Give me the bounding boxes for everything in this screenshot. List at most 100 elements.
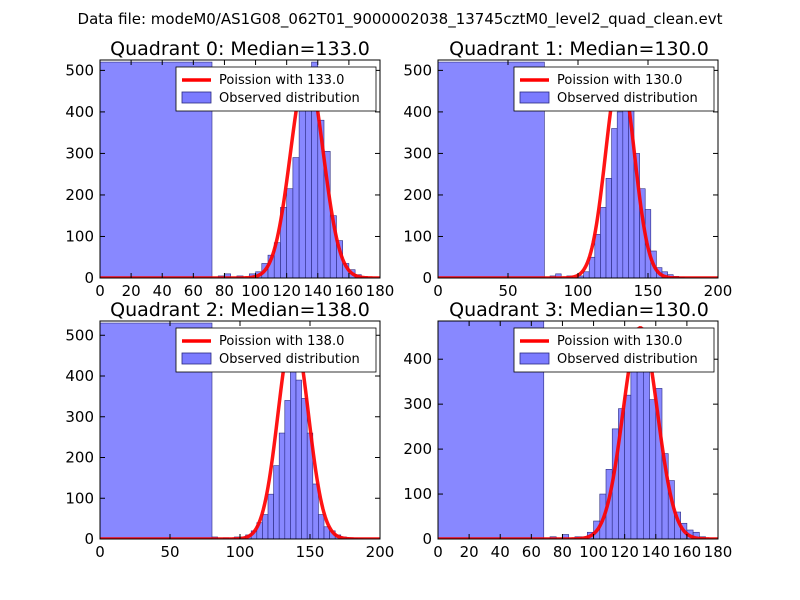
quadrant-2-y-tick-label: 500: [65, 326, 94, 344]
quadrant-3-y-tick-label: 100: [403, 485, 432, 503]
quadrant-2-y-tick-label: 100: [65, 489, 94, 507]
legend-bars-label: Observed distribution: [219, 91, 360, 106]
quadrant-2-bar: [273, 465, 280, 539]
quadrant-0-x-tick-label: 140: [303, 282, 332, 300]
quadrant-2-bar: [301, 398, 308, 539]
legend-box: [513, 327, 715, 373]
legend-box: [175, 327, 377, 373]
quadrant-3-x-tick-label: 20: [460, 543, 479, 561]
quadrant-1-x-tick-label: 100: [564, 282, 593, 300]
quadrant-1-bar: [583, 271, 590, 278]
quadrant-3-x-tick-label: 60: [522, 543, 541, 561]
quadrant-3-y-tick-label: 400: [403, 350, 432, 368]
quadrant-0-x-tick-label: 120: [272, 282, 301, 300]
quadrant-2-bar: [267, 493, 274, 539]
quadrant-3-x-tick-label: 120: [610, 543, 639, 561]
quadrant-0-title: Quadrant 0: Median=133.0: [110, 38, 370, 60]
quadrant-1-x-tick-label: 150: [634, 282, 663, 300]
quadrant-1-y-tick-label: 400: [403, 103, 432, 121]
quadrant-2-y-tick-label: 0: [84, 530, 94, 548]
quadrant-0-axes-frame: [99, 59, 381, 279]
legend-curve-label: Poission with 133.0: [219, 73, 344, 88]
quadrant-3-title: Quadrant 3: Median=130.0: [449, 299, 709, 321]
quadrant-3-y-tick-label: 300: [403, 395, 432, 413]
quadrant-2-x-tick-label: 0: [95, 543, 105, 561]
quadrant-2-y-tick-label: 200: [65, 449, 94, 467]
quadrant-2-panel: Quadrant 2: Median=138.0 0 50 100 150 200 0 10…: [65, 299, 394, 561]
legend-bars-swatch: [519, 352, 550, 365]
quadrant-3-legend: Poission with 130.0 Observed distribution: [513, 327, 715, 373]
quadrant-2-title: Quadrant 2: Median=138.0: [110, 299, 370, 321]
quadrant-3-x-tick-label: 100: [579, 543, 608, 561]
quadrant-0-y-tick-label: 300: [65, 144, 94, 162]
quadrant-0-legend: Poission with 133.0 Observed distribution: [175, 66, 377, 112]
quadrant-1-x-tick-label: 200: [704, 282, 733, 300]
quadrant-3-y-tick-label: 200: [403, 440, 432, 458]
quadrant-0-bar: [323, 151, 331, 278]
quadrant-0-x-tick-label: 80: [215, 282, 234, 300]
quadrant-3-x-tick-label: 0: [433, 543, 443, 561]
quadrant-3-x-tick-label: 140: [641, 543, 670, 561]
quadrant-2-bar: [290, 347, 297, 539]
quadrant-1-title: Quadrant 1: Median=130.0: [449, 38, 709, 60]
quadrant-0-y-tick-label: 200: [65, 186, 94, 204]
quadrant-0-y-tick-label: 100: [65, 227, 94, 245]
quadrant-3-x-tick-label: 160: [673, 543, 702, 561]
quadrant-3-axes-frame: [437, 320, 719, 540]
quadrant-3-bar: [649, 399, 657, 539]
quadrant-0-y-tick-label: 400: [65, 103, 94, 121]
legend-bars-label: Observed distribution: [557, 352, 698, 367]
legend-box: [175, 66, 377, 112]
quadrant-1-y-tick-label: 100: [403, 227, 432, 245]
quadrant-2-bar: [312, 483, 319, 539]
quadrant-1-bar: [605, 178, 612, 278]
quadrant-3-bar: [630, 361, 638, 539]
quadrant-1-bar: [622, 103, 629, 278]
quadrant-0-x-tick-label: 40: [153, 282, 172, 300]
quadrant-2-x-tick-label: 100: [226, 543, 255, 561]
legend-bars-swatch: [181, 352, 212, 365]
legend-bars-swatch: [519, 91, 550, 104]
quadrant-3-bar: [643, 345, 650, 539]
quadrant-0-x-tick-label: 60: [184, 282, 203, 300]
quadrant-0-x-tick-label: 20: [122, 282, 141, 300]
quadrant-0-panel: Quadrant 0: Median=133.0 0 20 40 60 80 100 120…: [65, 38, 394, 300]
legend-bars-swatch: [181, 91, 212, 104]
quadrant-2-bar: [318, 514, 325, 539]
quadrant-1-y-tick-label: 500: [403, 61, 432, 79]
quadrant-2-bar: [278, 432, 286, 539]
quadrant-1-bar: [600, 207, 607, 278]
quadrant-1-bar: [611, 128, 618, 278]
quadrant-3-x-tick-label: 180: [704, 543, 733, 561]
quadrant-1-y-tick-label: 200: [403, 186, 432, 204]
quadrant-0-x-tick-label: 180: [366, 282, 395, 300]
quadrant-2-y-tick-label: 400: [65, 367, 94, 385]
legend-bars-label: Observed distribution: [557, 91, 698, 106]
quadrant-3-x-tick-label: 80: [553, 543, 572, 561]
legend-curve-label: Poission with 130.0: [557, 334, 682, 349]
quadrant-0-bar: [298, 109, 306, 278]
legend-curve-label: Poission with 130.0: [557, 73, 682, 88]
legend-box: [513, 66, 715, 112]
quadrant-3-y-tick-label: 0: [422, 530, 432, 548]
quadrant-1-x-tick-label: 50: [498, 282, 517, 300]
quadrant-0-x-tick-label: 160: [335, 282, 364, 300]
quadrant-3-x-tick-label: 40: [491, 543, 510, 561]
legend-curve-label: Poission with 138.0: [219, 334, 344, 349]
figure-suptitle: Data file: modeM0/AS1G08_062T01_90000020…: [78, 10, 723, 29]
quadrant-1-y-tick-label: 0: [422, 269, 432, 287]
quadrant-1-legend: Poission with 130.0 Observed distribution: [513, 66, 715, 112]
quadrant-2-y-tick-label: 300: [65, 408, 94, 426]
quadrant-1-bar: [594, 234, 601, 278]
quadrant-0-bar: [292, 157, 300, 278]
quadrant-0-x-tick-label: 100: [241, 282, 270, 300]
quadrant-0-bar: [286, 188, 294, 278]
legend-bars-label: Observed distribution: [219, 352, 360, 367]
quadrant-2-legend: Poission with 138.0 Observed distribution: [175, 327, 377, 373]
quadrant-2-bar: [284, 400, 291, 539]
quadrant-3-bar: [624, 394, 632, 539]
quadrant-3-plot-area: [438, 321, 718, 539]
quadrant-2-bar: [295, 379, 302, 539]
quadrant-0-x-tick-label: 0: [95, 282, 105, 300]
